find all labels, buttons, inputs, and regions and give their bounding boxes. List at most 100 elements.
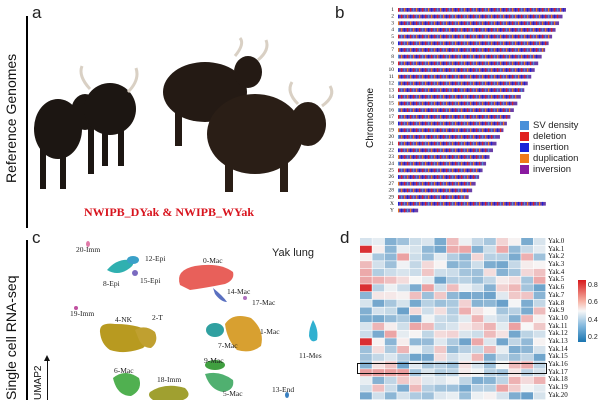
heatmap-cell — [372, 292, 385, 300]
heatmap-cell — [422, 238, 434, 246]
sv-tick — [419, 28, 421, 32]
sv-tick — [458, 88, 460, 92]
sv-tick — [416, 108, 418, 112]
sv-tick — [467, 81, 469, 86]
sv-tick — [461, 61, 463, 66]
sv-tick — [422, 101, 424, 106]
sv-tick — [455, 41, 457, 46]
sv-tick — [503, 74, 505, 79]
sv-tick — [437, 28, 439, 32]
heatmap-cell — [459, 322, 471, 330]
sv-tick — [431, 115, 433, 119]
sv-tick — [515, 21, 517, 26]
sv-tick — [407, 181, 409, 186]
sv-tick — [413, 181, 415, 186]
sv-tick — [506, 41, 508, 46]
heatmap-cell — [533, 322, 546, 330]
sv-tick — [461, 81, 463, 86]
sv-tick — [485, 141, 487, 146]
sv-tick — [404, 21, 406, 26]
sv-tick — [488, 48, 490, 52]
sv-tick — [521, 61, 523, 66]
sv-tick — [458, 101, 460, 106]
legend-item-insertion: insertion — [520, 142, 578, 153]
sv-tick — [428, 161, 430, 166]
heatmap-cell — [484, 292, 496, 300]
sv-tick — [434, 148, 436, 153]
sv-tick — [422, 48, 424, 52]
sv-tick — [533, 61, 535, 66]
sv-tick — [431, 61, 433, 66]
heatmap-cell — [409, 376, 422, 384]
sv-tick — [461, 28, 463, 32]
sv-tick — [425, 101, 427, 106]
sv-tick — [443, 148, 445, 153]
sv-tick — [413, 14, 415, 19]
sv-tick — [428, 195, 430, 199]
sv-tick — [521, 201, 523, 206]
sv-tick — [470, 74, 472, 79]
cluster-6-mac — [113, 373, 140, 396]
sv-tick — [491, 28, 493, 32]
heatmap-cell — [484, 299, 496, 307]
sv-tick — [398, 121, 400, 126]
sv-tick — [476, 48, 478, 52]
sv-tick — [443, 41, 445, 46]
sv-tick — [488, 135, 490, 139]
cluster-17-mac — [243, 296, 247, 300]
heatmap-cell — [434, 376, 447, 384]
sv-tick — [434, 74, 436, 79]
sv-tick — [482, 48, 484, 52]
sv-tick — [527, 48, 529, 52]
sv-tick — [503, 54, 505, 59]
sv-tick — [425, 148, 427, 153]
sv-tick — [461, 115, 463, 119]
sv-tick — [410, 168, 412, 173]
sv-tick — [497, 54, 499, 59]
cluster-label-15-epi: 15-Epi — [140, 276, 161, 285]
sv-tick — [401, 74, 403, 79]
sv-tick — [446, 175, 448, 179]
sv-tick — [440, 21, 442, 26]
sv-tick — [422, 94, 424, 99]
chromosome-label: 22 — [389, 147, 395, 153]
sv-tick — [401, 28, 403, 32]
sv-tick — [440, 168, 442, 173]
sv-tick — [476, 88, 478, 92]
sv-tick — [437, 115, 439, 119]
sv-tick — [470, 181, 472, 186]
sv-tick — [434, 128, 436, 133]
sv-tick — [440, 61, 442, 66]
sv-tick — [401, 121, 403, 126]
heatmap-cell — [533, 346, 546, 354]
sv-tick — [509, 28, 511, 32]
sv-tick — [410, 155, 412, 159]
sv-tick — [407, 135, 409, 139]
panel-c-letter: c — [32, 228, 41, 247]
heatmap-cell — [397, 284, 409, 292]
sv-tick — [533, 201, 535, 206]
sv-tick — [431, 141, 433, 146]
sv-tick — [497, 108, 499, 112]
heatmap-cell — [521, 307, 533, 315]
heatmap-cell — [521, 245, 533, 253]
sv-tick — [467, 175, 469, 179]
sv-tick — [407, 201, 409, 206]
sv-tick — [491, 201, 493, 206]
sv-tick — [419, 155, 421, 159]
sv-tick — [488, 94, 490, 99]
heatmap-cell — [471, 245, 484, 253]
sv-tick — [431, 181, 433, 186]
sv-tick — [485, 148, 487, 153]
chromosome-bar — [398, 48, 546, 52]
sv-tick — [467, 68, 469, 72]
row-label: Yak.11 — [548, 321, 568, 330]
sv-tick — [485, 8, 487, 12]
sv-tick — [431, 34, 433, 39]
sv-tick — [398, 181, 400, 186]
sv-tick — [476, 128, 478, 133]
heatmap-cell — [484, 322, 496, 330]
sv-tick — [428, 101, 430, 106]
sv-tick — [509, 74, 511, 79]
sv-tick — [506, 201, 508, 206]
